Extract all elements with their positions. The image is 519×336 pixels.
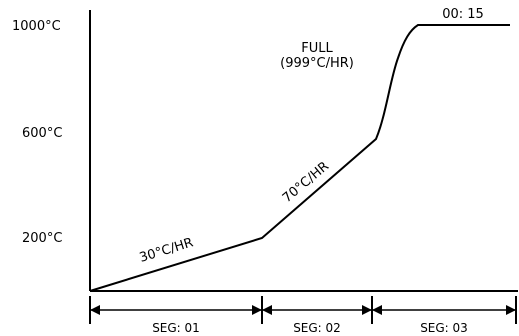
temperature-profile-line [89,24,510,292]
hold-time-label: 00: 15 [442,7,484,22]
segment-label-3: SEG: 03 [420,321,468,335]
full-label: FULL [301,41,333,56]
segment-label-2: SEG: 02 [293,321,341,335]
full-rate-label: (999°C/HR) [280,56,354,71]
y-label-200: 200°C [22,231,62,246]
y-label-1000: 1000°C [12,19,61,34]
y-label-600: 600°C [22,126,62,141]
segment-label-1: SEG: 01 [152,321,200,335]
